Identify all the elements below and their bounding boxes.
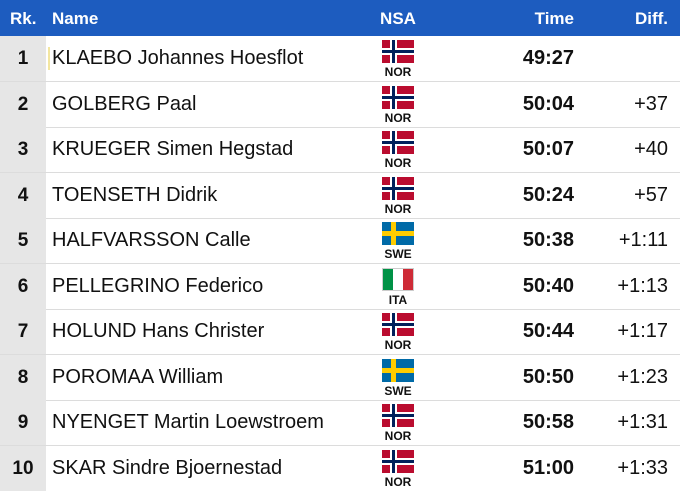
- athlete-name: GOLBERG Paal: [52, 92, 197, 115]
- table-row: 9 NYENGET Martin Loewstroem NOR 50:58 +1:31: [0, 400, 680, 446]
- rank: 5: [0, 218, 46, 263]
- nsa-code: NOR: [384, 429, 412, 443]
- time-diff: +1:13: [617, 274, 668, 297]
- flag: [382, 40, 414, 63]
- flag-part: [382, 50, 414, 53]
- nsa-code: NOR: [384, 156, 412, 170]
- athlete-name: POROMAA William: [52, 365, 224, 388]
- athlete-name: SKAR Sindre Bjoernestad: [52, 456, 283, 479]
- flag: [382, 313, 414, 336]
- flag: [382, 131, 414, 154]
- time-diff: +57: [634, 183, 668, 206]
- flag: [382, 85, 414, 109]
- time: 50:38: [522, 229, 574, 251]
- flag: [382, 267, 414, 291]
- time-diff: +1:11: [618, 229, 668, 251]
- nsa-code: NOR: [384, 110, 412, 125]
- athlete-name: NYENGET Martin Loewstroem: [52, 411, 324, 433]
- table-row: 3 KRUEGER Simen Hegstad NOR 50:07 +40: [0, 127, 680, 173]
- table-row: 1 KLAEBO Johannes Hoesflot NOR 49:27: [0, 36, 680, 82]
- table-row: 2 GOLBERG Paal NOR 50:04 +37: [0, 81, 680, 128]
- table-row: 5 HALFVARSSON Calle SWE 50:38 +1:11: [0, 218, 680, 264]
- athlete-name: KRUEGER Simen Hegstad: [52, 138, 294, 160]
- header-name: Name: [52, 9, 99, 28]
- rank: 1: [0, 36, 46, 81]
- rank: 3: [0, 127, 46, 172]
- time: 50:07: [522, 138, 574, 160]
- time-diff: +1:31: [617, 411, 668, 433]
- flag-part: [382, 267, 414, 291]
- time: 50:04: [522, 92, 574, 115]
- flag-part: [382, 186, 414, 190]
- flag-part: [382, 141, 414, 144]
- nsa-code: SWE: [384, 383, 412, 398]
- flag: [382, 176, 414, 200]
- rank: 10: [0, 445, 46, 491]
- time-diff: +40: [634, 138, 668, 160]
- table-row: 10 SKAR Sindre Bjoernestad NOR 51:00 +1:33: [0, 445, 680, 491]
- athlete-name: HALFVARSSON Calle: [52, 229, 251, 251]
- flag-part: [382, 414, 414, 417]
- time: 51:00: [522, 456, 574, 479]
- flag: [382, 404, 414, 427]
- time: 50:24: [522, 183, 574, 206]
- header-rank: Rk.: [10, 9, 37, 28]
- rank: 8: [0, 354, 46, 400]
- flag-part: [382, 367, 414, 373]
- flag-part: [403, 267, 414, 291]
- athlete-name: HOLUND Hans Christer: [52, 320, 265, 342]
- flag-part: [382, 323, 414, 326]
- time-diff: +37: [634, 92, 668, 115]
- rank: 6: [0, 263, 46, 309]
- table-row: 7 HOLUND Hans Christer NOR 50:44 +1:17: [0, 309, 680, 355]
- nsa-code: NOR: [384, 201, 412, 216]
- time: 50:44: [522, 320, 574, 342]
- time-diff: +1:33: [617, 456, 668, 479]
- time: 50:50: [522, 365, 574, 388]
- flag: [382, 222, 414, 245]
- flag-part: [382, 267, 393, 291]
- table-row: 4 TOENSETH Didrik NOR 50:24 +57: [0, 172, 680, 219]
- rank: 9: [0, 400, 46, 445]
- athlete-name: KLAEBO Johannes Hoesflot: [48, 47, 303, 70]
- nsa-code: NOR: [384, 338, 412, 352]
- table-row: 8 POROMAA William SWE 50:50 +1:23: [0, 354, 680, 401]
- nsa-code: SWE: [384, 247, 412, 261]
- flag-part: [382, 231, 414, 236]
- time-diff: +1:17: [617, 320, 668, 342]
- time-diff: +1:23: [617, 365, 668, 388]
- flag-part: [393, 267, 403, 291]
- flag: [382, 358, 414, 382]
- header-diff: Diff.: [634, 9, 668, 28]
- flag-part: [382, 95, 414, 99]
- athlete-name: PELLEGRINO Federico: [52, 274, 264, 297]
- time: 50:58: [522, 411, 574, 433]
- table-row: 6 PELLEGRINO Federico ITA 50:40 +1:13: [0, 263, 680, 310]
- nsa-code: ITA: [388, 292, 408, 307]
- flag-part: [382, 459, 414, 463]
- time: 50:40: [522, 274, 574, 297]
- header-nsa: NSA: [380, 9, 416, 28]
- nsa-code: NOR: [384, 65, 412, 79]
- time: 49:27: [522, 47, 574, 69]
- athlete-name: TOENSETH Didrik: [52, 183, 218, 206]
- rank: 2: [0, 81, 46, 127]
- nsa-code: NOR: [384, 474, 412, 489]
- table-header: Rk. Name NSA Time Diff.: [0, 0, 680, 36]
- header-time: Time: [534, 9, 574, 28]
- rank: 7: [0, 309, 46, 354]
- flag: [382, 449, 414, 473]
- rank: 4: [0, 172, 46, 218]
